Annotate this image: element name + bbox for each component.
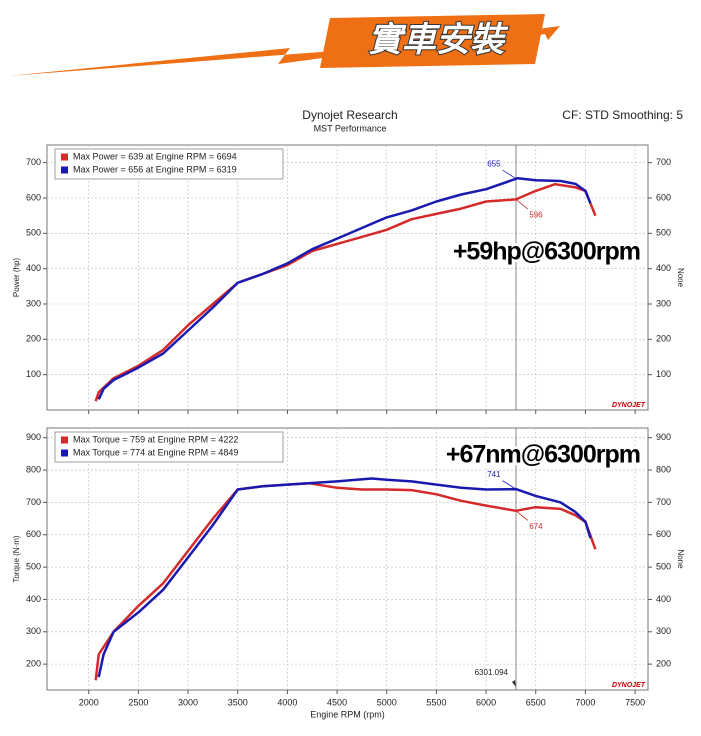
y2-tick-label: 100 xyxy=(656,369,671,379)
banner-box xyxy=(320,14,545,68)
x-tick-label: 4000 xyxy=(277,697,297,707)
y-axis-title: Power (hp) xyxy=(12,258,21,297)
annotation-arrow xyxy=(515,510,529,521)
x-tick-label: 2000 xyxy=(79,697,99,707)
plot-area xyxy=(46,427,649,691)
y2-tick-label: 300 xyxy=(656,298,671,308)
y2-tick-label: 600 xyxy=(656,529,671,539)
right-axis-title: None xyxy=(676,549,685,569)
y-tick-label: 600 xyxy=(26,529,41,539)
y-tick-label: 600 xyxy=(26,192,41,202)
legend-swatch xyxy=(61,153,68,161)
y-tick-label: 200 xyxy=(26,658,41,668)
y-tick-label: 500 xyxy=(26,561,41,571)
annotation-arrow xyxy=(515,199,529,210)
y2-tick-label: 400 xyxy=(656,263,671,273)
logo: DYNOJET xyxy=(612,682,646,689)
y2-tick-label: 500 xyxy=(656,228,671,238)
x-tick-label: 2500 xyxy=(128,697,148,707)
x-tick-label: 6000 xyxy=(476,697,496,707)
legend-label: Max Torque = 774 at Engine RPM = 4849 xyxy=(73,447,238,457)
legend-label: Max Power = 639 at Engine RPM = 6694 xyxy=(73,151,237,161)
x-tick-label: 4500 xyxy=(327,697,347,707)
series-line xyxy=(94,482,597,681)
annotation-arrow xyxy=(502,480,517,490)
banner-title: 實車安裝 xyxy=(368,21,509,59)
y-tick-label: 700 xyxy=(26,157,41,167)
x-tick-label: 5500 xyxy=(426,697,446,707)
callout: +67nm@6300rpm xyxy=(446,441,640,469)
x-tick-label: 3500 xyxy=(228,697,248,707)
logo: DYNOJET xyxy=(612,402,646,409)
y-tick-label: 200 xyxy=(26,334,41,344)
y-tick-label: 400 xyxy=(26,594,41,604)
y2-tick-label: 700 xyxy=(656,497,671,507)
legend-box xyxy=(54,431,284,463)
y2-tick-label: 200 xyxy=(656,334,671,344)
x-tick-label: 3000 xyxy=(178,697,198,707)
title: Dynojet Research xyxy=(302,108,397,122)
series-line xyxy=(97,477,592,678)
annotation-label: 741 xyxy=(487,470,501,479)
legend-label: Max Power = 656 at Engine RPM = 6319 xyxy=(73,164,237,174)
y-axis-title: Torque (N·m) xyxy=(12,535,21,582)
y-tick-label: 500 xyxy=(26,228,41,238)
y-tick-label: 400 xyxy=(26,263,41,273)
cursor-label: 6301.094 xyxy=(475,668,509,677)
y2-tick-label: 200 xyxy=(656,658,671,668)
cursor-arrow xyxy=(511,680,516,687)
right-axis-title: None xyxy=(676,268,685,288)
y-tick-label: 800 xyxy=(26,464,41,474)
legend-label: Max Torque = 759 at Engine RPM = 4222 xyxy=(73,434,238,444)
y2-tick-label: 700 xyxy=(656,157,671,167)
y2-tick-label: 900 xyxy=(656,432,671,442)
y-tick-label: 700 xyxy=(26,497,41,507)
plot-area xyxy=(46,144,649,411)
legend-swatch xyxy=(61,436,68,444)
annotation-arrow xyxy=(502,169,517,179)
callout: +59hp@6300rpm xyxy=(453,238,640,266)
legend-box xyxy=(54,148,284,180)
legend-swatch xyxy=(61,449,68,457)
y-tick-label: 300 xyxy=(26,626,41,636)
y2-tick-label: 600 xyxy=(656,192,671,202)
y-tick-label: 900 xyxy=(26,432,41,442)
x-tick-label: 7500 xyxy=(625,697,645,707)
x-tick-label: 5000 xyxy=(377,697,397,707)
y-tick-label: 100 xyxy=(26,369,41,379)
x-axis-title: Engine RPM (rpm) xyxy=(310,709,385,719)
series-line xyxy=(97,176,592,400)
subtitle: MST Performance xyxy=(314,123,387,133)
y2-tick-label: 800 xyxy=(656,464,671,474)
annotation-label: 655 xyxy=(487,160,501,169)
y-tick-label: 300 xyxy=(26,298,41,308)
annotation-label: 596 xyxy=(529,211,543,220)
legend-swatch xyxy=(61,166,68,174)
annotation-label: 674 xyxy=(529,522,543,531)
y2-tick-label: 300 xyxy=(656,626,671,636)
y2-tick-label: 500 xyxy=(656,561,671,571)
x-tick-label: 7000 xyxy=(575,697,595,707)
series-line xyxy=(94,182,597,402)
banner-stripe xyxy=(8,26,560,76)
y2-tick-label: 400 xyxy=(656,594,671,604)
settings: CF: STD Smoothing: 5 xyxy=(562,108,683,122)
x-tick-label: 6500 xyxy=(526,697,546,707)
